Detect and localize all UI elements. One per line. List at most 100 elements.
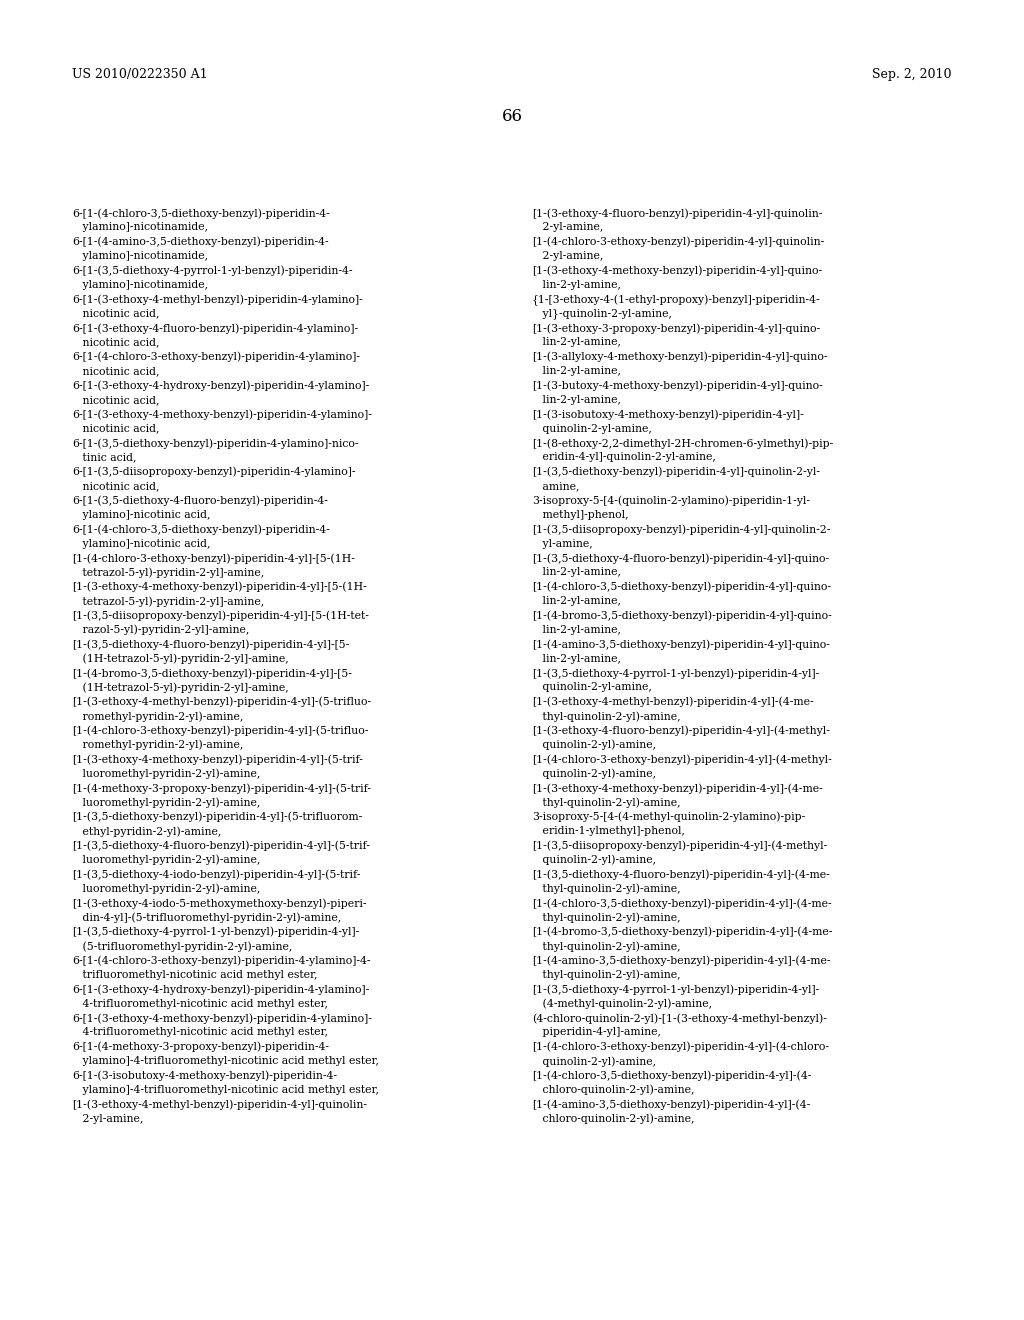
Text: romethyl-pyridin-2-yl)-amine,: romethyl-pyridin-2-yl)-amine, xyxy=(72,711,244,722)
Text: 6-[1-(4-amino-3,5-diethoxy-benzyl)-piperidin-4-: 6-[1-(4-amino-3,5-diethoxy-benzyl)-piper… xyxy=(72,236,329,247)
Text: [1-(3-ethoxy-4-methyl-benzyl)-piperidin-4-yl]-(4-me-: [1-(3-ethoxy-4-methyl-benzyl)-piperidin-… xyxy=(532,697,814,708)
Text: 6-[1-(3-ethoxy-4-hydroxy-benzyl)-piperidin-4-ylamino]-: 6-[1-(3-ethoxy-4-hydroxy-benzyl)-piperid… xyxy=(72,380,370,391)
Text: ylamino]-4-trifluoromethyl-nicotinic acid methyl ester,: ylamino]-4-trifluoromethyl-nicotinic aci… xyxy=(72,1085,379,1094)
Text: thyl-quinolin-2-yl)-amine,: thyl-quinolin-2-yl)-amine, xyxy=(532,711,681,722)
Text: [1-(4-amino-3,5-diethoxy-benzyl)-piperidin-4-yl]-(4-me-: [1-(4-amino-3,5-diethoxy-benzyl)-piperid… xyxy=(532,956,830,966)
Text: [1-(3-ethoxy-4-methyl-benzyl)-piperidin-4-yl]-quinolin-: [1-(3-ethoxy-4-methyl-benzyl)-piperidin-… xyxy=(72,1100,367,1110)
Text: 6-[1-(3,5-diisopropoxy-benzyl)-piperidin-4-ylamino]-: 6-[1-(3,5-diisopropoxy-benzyl)-piperidin… xyxy=(72,467,355,478)
Text: 4-trifluoromethyl-nicotinic acid methyl ester,: 4-trifluoromethyl-nicotinic acid methyl … xyxy=(72,1027,328,1038)
Text: nicotinic acid,: nicotinic acid, xyxy=(72,309,160,318)
Text: (1H-tetrazol-5-yl)-pyridin-2-yl]-amine,: (1H-tetrazol-5-yl)-pyridin-2-yl]-amine, xyxy=(72,682,289,693)
Text: lin-2-yl-amine,: lin-2-yl-amine, xyxy=(532,653,621,664)
Text: lin-2-yl-amine,: lin-2-yl-amine, xyxy=(532,280,621,290)
Text: 6-[1-(3-ethoxy-4-methoxy-benzyl)-piperidin-4-ylamino]-: 6-[1-(3-ethoxy-4-methoxy-benzyl)-piperid… xyxy=(72,409,372,420)
Text: [1-(4-chloro-3-ethoxy-benzyl)-piperidin-4-yl]-[5-(1H-: [1-(4-chloro-3-ethoxy-benzyl)-piperidin-… xyxy=(72,553,355,564)
Text: 2-yl-amine,: 2-yl-amine, xyxy=(532,222,603,232)
Text: [1-(4-chloro-3,5-diethoxy-benzyl)-piperidin-4-yl]-(4-: [1-(4-chloro-3,5-diethoxy-benzyl)-piperi… xyxy=(532,1071,811,1081)
Text: 6-[1-(3-ethoxy-4-fluoro-benzyl)-piperidin-4-ylamino]-: 6-[1-(3-ethoxy-4-fluoro-benzyl)-piperidi… xyxy=(72,323,358,334)
Text: thyl-quinolin-2-yl)-amine,: thyl-quinolin-2-yl)-amine, xyxy=(532,883,681,894)
Text: 6-[1-(3,5-diethoxy-4-pyrrol-1-yl-benzyl)-piperidin-4-: 6-[1-(3,5-diethoxy-4-pyrrol-1-yl-benzyl)… xyxy=(72,265,352,276)
Text: [1-(3,5-diethoxy-4-fluoro-benzyl)-piperidin-4-yl]-(5-trif-: [1-(3,5-diethoxy-4-fluoro-benzyl)-piperi… xyxy=(72,841,370,851)
Text: [1-(4-chloro-3-ethoxy-benzyl)-piperidin-4-yl]-(5-trifluo-: [1-(4-chloro-3-ethoxy-benzyl)-piperidin-… xyxy=(72,726,369,737)
Text: [1-(4-amino-3,5-diethoxy-benzyl)-piperidin-4-yl]-(4-: [1-(4-amino-3,5-diethoxy-benzyl)-piperid… xyxy=(532,1100,810,1110)
Text: [1-(3,5-diisopropoxy-benzyl)-piperidin-4-yl]-[5-(1H-tet-: [1-(3,5-diisopropoxy-benzyl)-piperidin-4… xyxy=(72,610,369,622)
Text: [1-(4-amino-3,5-diethoxy-benzyl)-piperidin-4-yl]-quino-: [1-(4-amino-3,5-diethoxy-benzyl)-piperid… xyxy=(532,639,829,649)
Text: [1-(3-ethoxy-4-fluoro-benzyl)-piperidin-4-yl]-quinolin-: [1-(3-ethoxy-4-fluoro-benzyl)-piperidin-… xyxy=(532,209,822,219)
Text: luoromethyl-pyridin-2-yl)-amine,: luoromethyl-pyridin-2-yl)-amine, xyxy=(72,883,260,894)
Text: [1-(4-methoxy-3-propoxy-benzyl)-piperidin-4-yl]-(5-trif-: [1-(4-methoxy-3-propoxy-benzyl)-piperidi… xyxy=(72,783,371,793)
Text: [1-(3,5-diethoxy-4-pyrrol-1-yl-benzyl)-piperidin-4-yl]-: [1-(3,5-diethoxy-4-pyrrol-1-yl-benzyl)-p… xyxy=(532,985,819,995)
Text: [1-(4-chloro-3-ethoxy-benzyl)-piperidin-4-yl]-(4-chloro-: [1-(4-chloro-3-ethoxy-benzyl)-piperidin-… xyxy=(532,1041,829,1052)
Text: methyl]-phenol,: methyl]-phenol, xyxy=(532,510,629,520)
Text: ylamino]-nicotinamide,: ylamino]-nicotinamide, xyxy=(72,251,208,261)
Text: {1-[3-ethoxy-4-(1-ethyl-propoxy)-benzyl]-piperidin-4-: {1-[3-ethoxy-4-(1-ethyl-propoxy)-benzyl]… xyxy=(532,294,820,306)
Text: [1-(3-isobutoxy-4-methoxy-benzyl)-piperidin-4-yl]-: [1-(3-isobutoxy-4-methoxy-benzyl)-piperi… xyxy=(532,409,804,420)
Text: 6-[1-(3-ethoxy-4-methyl-benzyl)-piperidin-4-ylamino]-: 6-[1-(3-ethoxy-4-methyl-benzyl)-piperidi… xyxy=(72,294,362,305)
Text: [1-(3-allyloxy-4-methoxy-benzyl)-piperidin-4-yl]-quino-: [1-(3-allyloxy-4-methoxy-benzyl)-piperid… xyxy=(532,351,827,362)
Text: 6-[1-(4-chloro-3,5-diethoxy-benzyl)-piperidin-4-: 6-[1-(4-chloro-3,5-diethoxy-benzyl)-pipe… xyxy=(72,209,330,219)
Text: luoromethyl-pyridin-2-yl)-amine,: luoromethyl-pyridin-2-yl)-amine, xyxy=(72,855,260,866)
Text: [1-(3-ethoxy-4-fluoro-benzyl)-piperidin-4-yl]-(4-methyl-: [1-(3-ethoxy-4-fluoro-benzyl)-piperidin-… xyxy=(532,726,829,737)
Text: [1-(3,5-diethoxy-4-iodo-benzyl)-piperidin-4-yl]-(5-trif-: [1-(3,5-diethoxy-4-iodo-benzyl)-piperidi… xyxy=(72,870,360,880)
Text: 6-[1-(4-chloro-3-ethoxy-benzyl)-piperidin-4-ylamino]-: 6-[1-(4-chloro-3-ethoxy-benzyl)-piperidi… xyxy=(72,351,360,362)
Text: 2-yl-amine,: 2-yl-amine, xyxy=(72,1114,143,1123)
Text: tetrazol-5-yl)-pyridin-2-yl]-amine,: tetrazol-5-yl)-pyridin-2-yl]-amine, xyxy=(72,597,264,607)
Text: tetrazol-5-yl)-pyridin-2-yl]-amine,: tetrazol-5-yl)-pyridin-2-yl]-amine, xyxy=(72,568,264,578)
Text: [1-(8-ethoxy-2,2-dimethyl-2H-chromen-6-ylmethyl)-pip-: [1-(8-ethoxy-2,2-dimethyl-2H-chromen-6-y… xyxy=(532,438,834,449)
Text: 6-[1-(3-ethoxy-4-methoxy-benzyl)-piperidin-4-ylamino]-: 6-[1-(3-ethoxy-4-methoxy-benzyl)-piperid… xyxy=(72,1012,372,1023)
Text: quinolin-2-yl-amine,: quinolin-2-yl-amine, xyxy=(532,682,652,693)
Text: yl-amine,: yl-amine, xyxy=(532,539,593,549)
Text: lin-2-yl-amine,: lin-2-yl-amine, xyxy=(532,624,621,635)
Text: ylamino]-nicotinic acid,: ylamino]-nicotinic acid, xyxy=(72,510,211,520)
Text: quinolin-2-yl)-amine,: quinolin-2-yl)-amine, xyxy=(532,1056,656,1067)
Text: thyl-quinolin-2-yl)-amine,: thyl-quinolin-2-yl)-amine, xyxy=(532,941,681,952)
Text: piperidin-4-yl]-amine,: piperidin-4-yl]-amine, xyxy=(532,1027,662,1038)
Text: [1-(3,5-diethoxy-4-pyrrol-1-yl-benzyl)-piperidin-4-yl]-: [1-(3,5-diethoxy-4-pyrrol-1-yl-benzyl)-p… xyxy=(532,668,819,678)
Text: luoromethyl-pyridin-2-yl)-amine,: luoromethyl-pyridin-2-yl)-amine, xyxy=(72,768,260,779)
Text: (1H-tetrazol-5-yl)-pyridin-2-yl]-amine,: (1H-tetrazol-5-yl)-pyridin-2-yl]-amine, xyxy=(72,653,289,664)
Text: lin-2-yl-amine,: lin-2-yl-amine, xyxy=(532,597,621,606)
Text: [1-(4-bromo-3,5-diethoxy-benzyl)-piperidin-4-yl]-quino-: [1-(4-bromo-3,5-diethoxy-benzyl)-piperid… xyxy=(532,610,831,622)
Text: quinolin-2-yl-amine,: quinolin-2-yl-amine, xyxy=(532,424,652,434)
Text: 6-[1-(4-methoxy-3-propoxy-benzyl)-piperidin-4-: 6-[1-(4-methoxy-3-propoxy-benzyl)-piperi… xyxy=(72,1041,329,1052)
Text: thyl-quinolin-2-yl)-amine,: thyl-quinolin-2-yl)-amine, xyxy=(532,912,681,923)
Text: eridin-1-ylmethyl]-phenol,: eridin-1-ylmethyl]-phenol, xyxy=(532,826,685,836)
Text: 2-yl-amine,: 2-yl-amine, xyxy=(532,251,603,261)
Text: [1-(3,5-diethoxy-benzyl)-piperidin-4-yl]-quinolin-2-yl-: [1-(3,5-diethoxy-benzyl)-piperidin-4-yl]… xyxy=(532,467,820,478)
Text: ylamino]-4-trifluoromethyl-nicotinic acid methyl ester,: ylamino]-4-trifluoromethyl-nicotinic aci… xyxy=(72,1056,379,1067)
Text: [1-(3-ethoxy-4-methoxy-benzyl)-piperidin-4-yl]-quino-: [1-(3-ethoxy-4-methoxy-benzyl)-piperidin… xyxy=(532,265,822,276)
Text: [1-(3,5-diethoxy-4-fluoro-benzyl)-piperidin-4-yl]-[5-: [1-(3,5-diethoxy-4-fluoro-benzyl)-piperi… xyxy=(72,639,349,649)
Text: 3-isoproxy-5-[4-(4-methyl-quinolin-2-ylamino)-pip-: 3-isoproxy-5-[4-(4-methyl-quinolin-2-yla… xyxy=(532,812,805,822)
Text: Sep. 2, 2010: Sep. 2, 2010 xyxy=(872,69,952,81)
Text: [1-(4-chloro-3,5-diethoxy-benzyl)-piperidin-4-yl]-(4-me-: [1-(4-chloro-3,5-diethoxy-benzyl)-piperi… xyxy=(532,898,831,908)
Text: US 2010/0222350 A1: US 2010/0222350 A1 xyxy=(72,69,208,81)
Text: thyl-quinolin-2-yl)-amine,: thyl-quinolin-2-yl)-amine, xyxy=(532,797,681,808)
Text: nicotinic acid,: nicotinic acid, xyxy=(72,395,160,405)
Text: (4-methyl-quinolin-2-yl)-amine,: (4-methyl-quinolin-2-yl)-amine, xyxy=(532,999,712,1010)
Text: [1-(4-bromo-3,5-diethoxy-benzyl)-piperidin-4-yl]-(4-me-: [1-(4-bromo-3,5-diethoxy-benzyl)-piperid… xyxy=(532,927,833,937)
Text: eridin-4-yl]-quinolin-2-yl-amine,: eridin-4-yl]-quinolin-2-yl-amine, xyxy=(532,453,716,462)
Text: 3-isoproxy-5-[4-(quinolin-2-ylamino)-piperidin-1-yl-: 3-isoproxy-5-[4-(quinolin-2-ylamino)-pip… xyxy=(532,495,810,506)
Text: nicotinic acid,: nicotinic acid, xyxy=(72,480,160,491)
Text: romethyl-pyridin-2-yl)-amine,: romethyl-pyridin-2-yl)-amine, xyxy=(72,741,244,751)
Text: trifluoromethyl-nicotinic acid methyl ester,: trifluoromethyl-nicotinic acid methyl es… xyxy=(72,970,317,979)
Text: [1-(4-chloro-3-ethoxy-benzyl)-piperidin-4-yl]-quinolin-: [1-(4-chloro-3-ethoxy-benzyl)-piperidin-… xyxy=(532,236,824,247)
Text: chloro-quinolin-2-yl)-amine,: chloro-quinolin-2-yl)-amine, xyxy=(532,1085,694,1096)
Text: [1-(3,5-diethoxy-4-pyrrol-1-yl-benzyl)-piperidin-4-yl]-: [1-(3,5-diethoxy-4-pyrrol-1-yl-benzyl)-p… xyxy=(72,927,359,937)
Text: [1-(3,5-diethoxy-4-fluoro-benzyl)-piperidin-4-yl]-quino-: [1-(3,5-diethoxy-4-fluoro-benzyl)-piperi… xyxy=(532,553,829,564)
Text: luoromethyl-pyridin-2-yl)-amine,: luoromethyl-pyridin-2-yl)-amine, xyxy=(72,797,260,808)
Text: 6-[1-(3-isobutoxy-4-methoxy-benzyl)-piperidin-4-: 6-[1-(3-isobutoxy-4-methoxy-benzyl)-pipe… xyxy=(72,1071,337,1081)
Text: [1-(3-ethoxy-4-methoxy-benzyl)-piperidin-4-yl]-(4-me-: [1-(3-ethoxy-4-methoxy-benzyl)-piperidin… xyxy=(532,783,822,793)
Text: 4-trifluoromethyl-nicotinic acid methyl ester,: 4-trifluoromethyl-nicotinic acid methyl … xyxy=(72,999,328,1008)
Text: ylamino]-nicotinic acid,: ylamino]-nicotinic acid, xyxy=(72,539,211,549)
Text: [1-(3-ethoxy-4-iodo-5-methoxymethoxy-benzyl)-piperi-: [1-(3-ethoxy-4-iodo-5-methoxymethoxy-ben… xyxy=(72,898,367,908)
Text: lin-2-yl-amine,: lin-2-yl-amine, xyxy=(532,395,621,405)
Text: lin-2-yl-amine,: lin-2-yl-amine, xyxy=(532,568,621,577)
Text: din-4-yl]-(5-trifluoromethyl-pyridin-2-yl)-amine,: din-4-yl]-(5-trifluoromethyl-pyridin-2-y… xyxy=(72,912,341,923)
Text: quinolin-2-yl)-amine,: quinolin-2-yl)-amine, xyxy=(532,768,656,779)
Text: 6-[1-(4-chloro-3-ethoxy-benzyl)-piperidin-4-ylamino]-4-: 6-[1-(4-chloro-3-ethoxy-benzyl)-piperidi… xyxy=(72,956,371,966)
Text: [1-(3,5-diethoxy-benzyl)-piperidin-4-yl]-(5-trifluorom-: [1-(3,5-diethoxy-benzyl)-piperidin-4-yl]… xyxy=(72,812,362,822)
Text: 66: 66 xyxy=(502,108,522,125)
Text: chloro-quinolin-2-yl)-amine,: chloro-quinolin-2-yl)-amine, xyxy=(532,1114,694,1125)
Text: [1-(3-butoxy-4-methoxy-benzyl)-piperidin-4-yl]-quino-: [1-(3-butoxy-4-methoxy-benzyl)-piperidin… xyxy=(532,380,822,391)
